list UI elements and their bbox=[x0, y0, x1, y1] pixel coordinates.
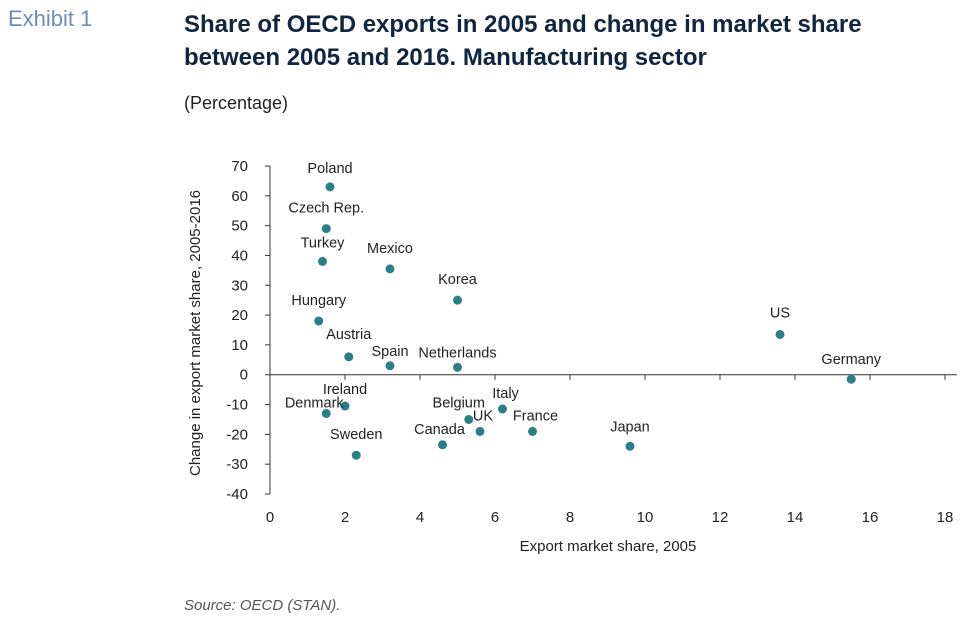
x-tick-label: 16 bbox=[862, 509, 879, 526]
data-point bbox=[344, 352, 354, 362]
data-point-label: Spain bbox=[371, 344, 408, 360]
data-point bbox=[625, 441, 635, 451]
source-note: Source: OECD (STAN). bbox=[184, 597, 341, 614]
data-point-label: Netherlands bbox=[418, 345, 496, 361]
data-point-label: Italy bbox=[492, 386, 519, 402]
y-tick-label: 60 bbox=[231, 188, 248, 205]
y-tick-label: 20 bbox=[231, 307, 248, 324]
x-axis-title: Export market share, 2005 bbox=[520, 538, 697, 555]
y-tick-label: -40 bbox=[226, 486, 248, 503]
data-point bbox=[464, 414, 474, 424]
x-tick-label: 6 bbox=[491, 509, 499, 526]
data-point-label: Korea bbox=[438, 272, 478, 288]
data-point bbox=[385, 361, 395, 371]
data-point-label: Denmark bbox=[285, 395, 345, 411]
y-axis-title: Change in export market share, 2005-2016 bbox=[187, 190, 204, 476]
y-axis: 70 60 50 40 30 20 10 0 -10 -20 -30 -40 bbox=[226, 158, 271, 503]
data-point-label: Japan bbox=[610, 419, 650, 435]
data-point bbox=[321, 408, 331, 418]
chart-subtitle: (Percentage) bbox=[184, 93, 289, 113]
data-point bbox=[385, 264, 395, 274]
y-tick-label: 50 bbox=[231, 218, 248, 235]
data-point-label: Turkey bbox=[301, 235, 346, 251]
y-tick-label: -10 bbox=[226, 397, 248, 414]
data-point-label: Czech Rep. bbox=[288, 201, 364, 217]
data-point bbox=[775, 329, 785, 339]
data-point bbox=[846, 374, 856, 384]
x-tick-label: 10 bbox=[637, 509, 654, 526]
y-tick-label: 0 bbox=[240, 367, 248, 384]
data-points bbox=[314, 182, 856, 460]
data-point-label: Canada bbox=[414, 422, 466, 438]
data-point bbox=[318, 256, 327, 266]
data-point bbox=[453, 362, 462, 372]
data-point bbox=[528, 426, 537, 436]
x-axis: 0 2 4 6 8 10 12 14 16 18 bbox=[266, 374, 957, 526]
data-point bbox=[453, 295, 462, 305]
data-point-label: Hungary bbox=[291, 293, 347, 309]
data-point-label: Austria bbox=[326, 327, 372, 343]
data-point bbox=[438, 440, 447, 450]
y-tick-label: 30 bbox=[231, 277, 248, 294]
data-point bbox=[321, 224, 331, 234]
y-tick-label: 70 bbox=[231, 158, 248, 175]
x-tick-label: 18 bbox=[937, 509, 954, 526]
chart-title: Share of OECD exports in 2005 and change… bbox=[184, 11, 862, 71]
y-tick-label: 40 bbox=[231, 247, 248, 264]
x-tick-label: 12 bbox=[712, 509, 729, 526]
data-point-label: Mexico bbox=[367, 241, 413, 257]
y-tick-label: -30 bbox=[226, 456, 248, 473]
data-point bbox=[475, 426, 485, 436]
x-tick-label: 4 bbox=[416, 509, 424, 526]
data-point-label: UK bbox=[473, 408, 493, 424]
x-tick-label: 2 bbox=[341, 509, 349, 526]
data-point-label: US bbox=[770, 305, 790, 321]
data-point-label: Sweden bbox=[330, 427, 382, 443]
y-tick-label: 10 bbox=[231, 337, 248, 354]
data-point-label: Germany bbox=[821, 352, 881, 368]
data-point bbox=[351, 450, 361, 460]
y-tick-label: -20 bbox=[226, 426, 248, 443]
data-point-label: Ireland bbox=[323, 382, 367, 398]
data-point bbox=[498, 404, 507, 414]
x-tick-label: 0 bbox=[266, 509, 274, 526]
data-point bbox=[340, 401, 350, 411]
data-point-label: Poland bbox=[307, 161, 352, 177]
x-tick-label: 8 bbox=[566, 509, 574, 526]
x-tick-label: 14 bbox=[787, 509, 804, 526]
data-point-label: France bbox=[513, 408, 558, 424]
exhibit-label: Exhibit 1 bbox=[8, 6, 93, 31]
data-point-label: Belgium bbox=[433, 395, 485, 411]
data-point bbox=[325, 182, 335, 192]
data-point bbox=[314, 316, 324, 326]
point-labels: Poland Czech Rep. Turkey Mexico Korea Hungary… bbox=[285, 161, 882, 443]
